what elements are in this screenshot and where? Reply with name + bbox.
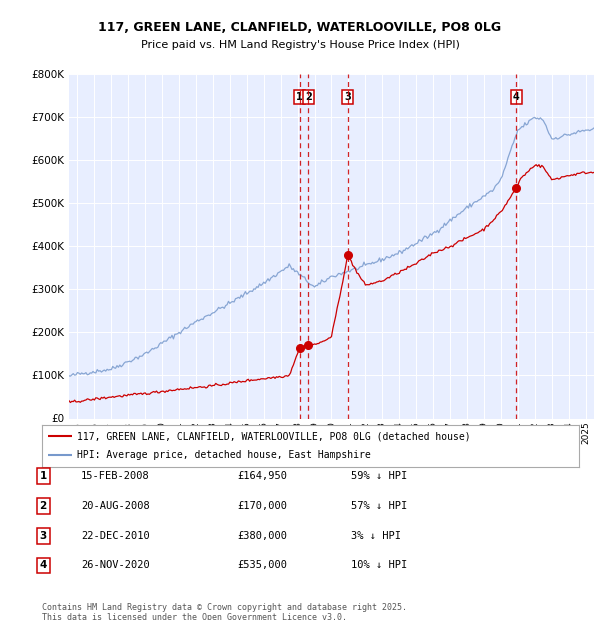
Text: Contains HM Land Registry data © Crown copyright and database right 2025.
This d: Contains HM Land Registry data © Crown c… xyxy=(42,603,407,620)
Text: 26-NOV-2020: 26-NOV-2020 xyxy=(81,560,150,570)
Text: 3: 3 xyxy=(344,92,352,102)
Text: 15-FEB-2008: 15-FEB-2008 xyxy=(81,471,150,481)
Text: 1: 1 xyxy=(296,92,303,102)
Text: £380,000: £380,000 xyxy=(237,531,287,541)
Text: 117, GREEN LANE, CLANFIELD, WATERLOOVILLE, PO8 0LG: 117, GREEN LANE, CLANFIELD, WATERLOOVILL… xyxy=(98,22,502,34)
Text: 2: 2 xyxy=(40,501,47,511)
Text: £164,950: £164,950 xyxy=(237,471,287,481)
Text: 59% ↓ HPI: 59% ↓ HPI xyxy=(351,471,407,481)
Text: 3% ↓ HPI: 3% ↓ HPI xyxy=(351,531,401,541)
Text: £535,000: £535,000 xyxy=(237,560,287,570)
Text: 10% ↓ HPI: 10% ↓ HPI xyxy=(351,560,407,570)
Text: Price paid vs. HM Land Registry's House Price Index (HPI): Price paid vs. HM Land Registry's House … xyxy=(140,40,460,50)
Text: 4: 4 xyxy=(513,92,520,102)
Text: £170,000: £170,000 xyxy=(237,501,287,511)
Text: 2: 2 xyxy=(305,92,311,102)
Text: 117, GREEN LANE, CLANFIELD, WATERLOOVILLE, PO8 0LG (detached house): 117, GREEN LANE, CLANFIELD, WATERLOOVILL… xyxy=(77,431,470,441)
Text: 4: 4 xyxy=(40,560,47,570)
Text: 3: 3 xyxy=(40,531,47,541)
Text: 57% ↓ HPI: 57% ↓ HPI xyxy=(351,501,407,511)
Text: 20-AUG-2008: 20-AUG-2008 xyxy=(81,501,150,511)
Text: HPI: Average price, detached house, East Hampshire: HPI: Average price, detached house, East… xyxy=(77,451,371,461)
Text: 1: 1 xyxy=(40,471,47,481)
Text: 22-DEC-2010: 22-DEC-2010 xyxy=(81,531,150,541)
